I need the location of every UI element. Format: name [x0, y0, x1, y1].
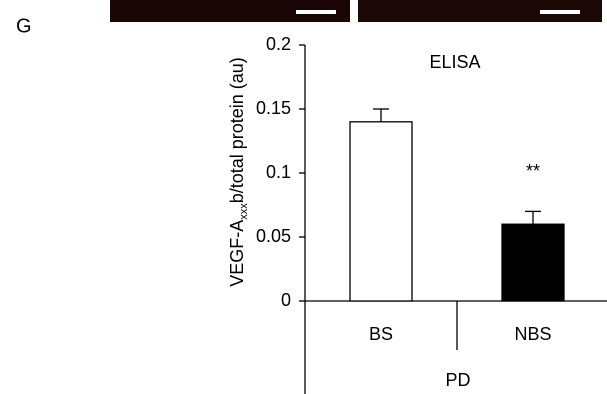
- y-axis-label: VEGF-Axxxb/total protein (au): [227, 57, 250, 287]
- y-tick-label: 0: [281, 290, 291, 310]
- y-tick-label: 0.05: [256, 226, 291, 246]
- y-label-subscript: xxx: [238, 203, 250, 220]
- panel-label: G: [16, 15, 32, 37]
- bar: [350, 122, 412, 301]
- y-tick-label: 0.1: [266, 162, 291, 182]
- y-tick-label: 0.15: [256, 98, 291, 118]
- figure-panel: G ELISA VEGF-Axxxb/total protein (au) PD…: [0, 0, 607, 394]
- x-tick-label: NBS: [514, 324, 551, 344]
- significance-marker: **: [526, 161, 540, 181]
- chart-title: ELISA: [429, 52, 480, 72]
- y-label-rest: b/total protein (au): [227, 57, 247, 203]
- y-tick-label: 0.2: [266, 34, 291, 54]
- x-tick-label: BS: [369, 324, 393, 344]
- group-label: PD: [445, 370, 470, 390]
- bar: [502, 224, 564, 301]
- y-label-main: VEGF-A: [227, 220, 247, 287]
